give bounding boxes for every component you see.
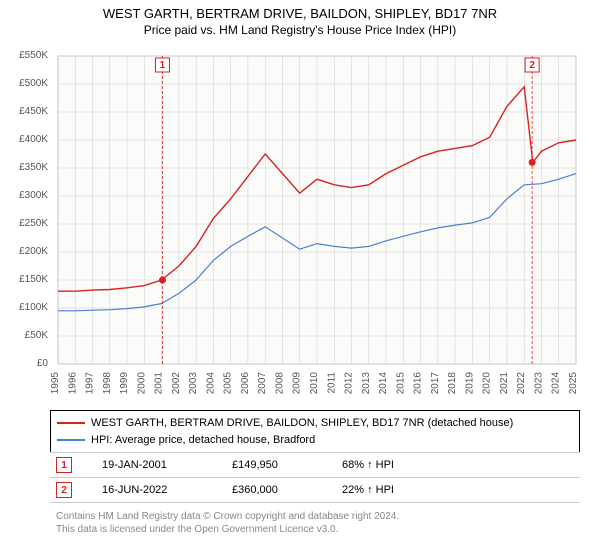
svg-text:2019: 2019: [464, 372, 475, 395]
svg-text:2017: 2017: [430, 372, 441, 395]
svg-text:2015: 2015: [395, 372, 406, 395]
y-tick-label: £50K: [4, 330, 48, 341]
marker-date: 19-JAN-2001: [102, 459, 202, 471]
legend-label: HPI: Average price, detached house, Brad…: [91, 432, 315, 449]
price-chart: 1 2 1995 1996 1997 1998 1999 2000 2001 2002 2003 20…: [50, 50, 582, 400]
svg-text:2016: 2016: [413, 372, 424, 395]
svg-text:2004: 2004: [205, 372, 216, 395]
y-tick-label: £150K: [4, 274, 48, 285]
marker-table: 1 19-JAN-2001 £149,950 68% ↑ HPI 2 16-JU…: [50, 452, 580, 503]
title-main: WEST GARTH, BERTRAM DRIVE, BAILDON, SHIP…: [0, 6, 600, 21]
svg-text:1995: 1995: [50, 372, 61, 395]
y-tick-label: £300K: [4, 190, 48, 201]
svg-text:1: 1: [160, 60, 166, 71]
footer-line2: This data is licensed under the Open Gov…: [56, 523, 399, 536]
svg-text:2021: 2021: [499, 372, 510, 395]
y-tick-label: £350K: [4, 162, 48, 173]
svg-text:2003: 2003: [188, 372, 199, 395]
marker-row: 2 16-JUN-2022 £360,000 22% ↑ HPI: [50, 478, 580, 503]
svg-text:2024: 2024: [551, 372, 562, 395]
y-tick-label: £400K: [4, 134, 48, 145]
svg-text:2007: 2007: [257, 372, 268, 395]
svg-text:1997: 1997: [85, 372, 96, 395]
footer-line1: Contains HM Land Registry data © Crown c…: [56, 510, 399, 523]
svg-text:2012: 2012: [344, 372, 355, 395]
marker-badge: 2: [56, 482, 72, 498]
y-tick-label: £500K: [4, 78, 48, 89]
y-tick-label: £450K: [4, 106, 48, 117]
marker-pct: 68% ↑ HPI: [342, 459, 452, 471]
svg-text:2008: 2008: [274, 372, 285, 395]
svg-text:1999: 1999: [119, 372, 130, 395]
y-tick-label: £100K: [4, 302, 48, 313]
svg-text:2018: 2018: [447, 372, 458, 395]
svg-text:2: 2: [529, 60, 535, 71]
svg-text:1998: 1998: [102, 372, 113, 395]
svg-text:2000: 2000: [136, 372, 147, 395]
svg-text:2002: 2002: [171, 372, 182, 395]
svg-text:2011: 2011: [326, 372, 337, 394]
y-tick-label: £550K: [4, 50, 48, 61]
title-block: WEST GARTH, BERTRAM DRIVE, BAILDON, SHIP…: [0, 0, 600, 37]
marker-badge: 1: [56, 457, 72, 473]
svg-text:2025: 2025: [568, 372, 579, 395]
y-tick-label: £200K: [4, 246, 48, 257]
y-tick-label: £0: [4, 358, 48, 369]
footer-note: Contains HM Land Registry data © Crown c…: [56, 510, 399, 536]
svg-text:2013: 2013: [361, 372, 372, 395]
y-tick-label: £250K: [4, 218, 48, 229]
svg-text:1996: 1996: [67, 372, 78, 395]
svg-text:2014: 2014: [378, 372, 389, 395]
chart-container: WEST GARTH, BERTRAM DRIVE, BAILDON, SHIP…: [0, 0, 600, 560]
marker-date: 16-JUN-2022: [102, 484, 202, 496]
legend: WEST GARTH, BERTRAM DRIVE, BAILDON, SHIP…: [50, 410, 580, 453]
marker-row: 1 19-JAN-2001 £149,950 68% ↑ HPI: [50, 452, 580, 478]
legend-item-hpi: HPI: Average price, detached house, Brad…: [57, 432, 573, 449]
legend-item-property: WEST GARTH, BERTRAM DRIVE, BAILDON, SHIP…: [57, 415, 573, 432]
svg-text:2023: 2023: [533, 372, 544, 395]
svg-text:2022: 2022: [516, 372, 527, 395]
svg-text:2001: 2001: [154, 372, 165, 395]
legend-swatch: [57, 422, 85, 424]
svg-text:2009: 2009: [292, 372, 303, 395]
svg-text:2020: 2020: [482, 372, 493, 395]
legend-label: WEST GARTH, BERTRAM DRIVE, BAILDON, SHIP…: [91, 415, 513, 432]
legend-swatch: [57, 439, 85, 441]
svg-text:2006: 2006: [240, 372, 251, 395]
svg-text:2010: 2010: [309, 372, 320, 395]
marker-price: £360,000: [232, 484, 312, 496]
marker-pct: 22% ↑ HPI: [342, 484, 452, 496]
svg-text:2005: 2005: [223, 372, 234, 395]
title-sub: Price paid vs. HM Land Registry's House …: [0, 23, 600, 37]
marker-price: £149,950: [232, 459, 312, 471]
